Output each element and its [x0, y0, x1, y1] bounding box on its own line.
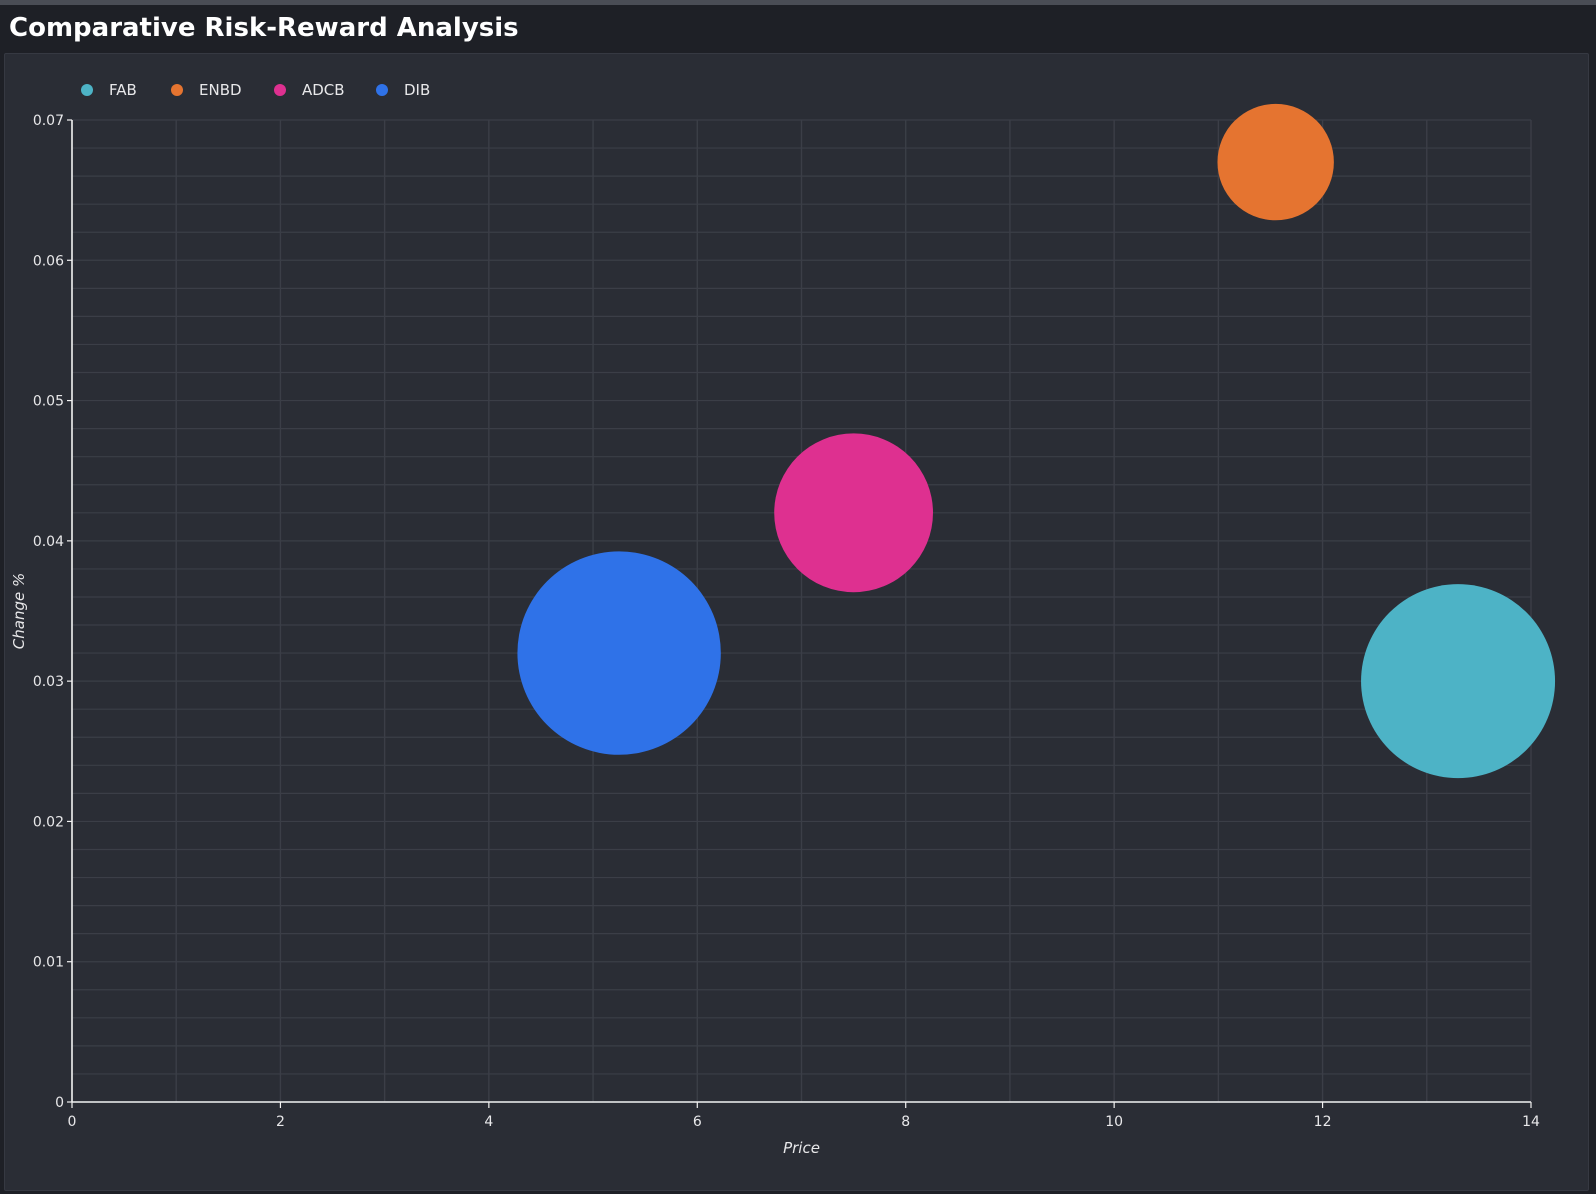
- bubble-adcb[interactable]: [774, 433, 934, 593]
- x-axis-title: Price: [783, 1139, 820, 1157]
- bubble-fab[interactable]: [1361, 584, 1556, 779]
- y-tick-label: 0: [55, 1095, 64, 1111]
- legend: FAB ENBD ADCB DIB: [81, 81, 430, 99]
- legend-marker-fab: [81, 84, 93, 96]
- page-title: Comparative Risk-Reward Analysis: [9, 13, 519, 43]
- x-tick-label: 8: [901, 1114, 910, 1130]
- axes: 0 2 4 6 8 10 12 14 0 0.01 0.02 0.03 0.04 0.05 0.06 0.07: [33, 113, 1540, 1130]
- y-tick-label: 0.04: [33, 534, 64, 550]
- grid: [71, 119, 1532, 1103]
- y-tick-label: 0.03: [33, 674, 64, 690]
- bubble-dib[interactable]: [517, 551, 721, 755]
- window-top-bar: [0, 0, 1596, 5]
- legend-label-fab[interactable]: FAB: [109, 81, 137, 99]
- chart-panel: 0 2 4 6 8 10 12 14 0 0.01 0.02 0.03 0.04 0.05 0.06 0.07…: [4, 53, 1589, 1191]
- bubble-enbd[interactable]: [1217, 103, 1334, 221]
- y-tick-label: 0.01: [33, 955, 64, 971]
- x-tick-label: 10: [1105, 1114, 1123, 1130]
- x-tick-label: 12: [1314, 1114, 1332, 1130]
- bubble-chart: 0 2 4 6 8 10 12 14 0 0.01 0.02 0.03 0.04 0.05 0.06 0.07…: [10, 81, 1556, 1157]
- y-tick-label: 0.07: [33, 113, 64, 129]
- y-tick-label: 0.06: [33, 253, 64, 269]
- legend-label-dib[interactable]: DIB: [404, 81, 430, 99]
- x-tick-label: 6: [693, 1114, 702, 1130]
- legend-marker-dib: [376, 84, 388, 96]
- bubbles: [517, 103, 1556, 779]
- legend-marker-adcb: [274, 84, 286, 96]
- legend-label-adcb[interactable]: ADCB: [302, 81, 345, 99]
- legend-label-enbd[interactable]: ENBD: [199, 81, 242, 99]
- x-tick-label: 2: [276, 1114, 285, 1130]
- x-tick-label: 4: [484, 1114, 493, 1130]
- legend-marker-enbd: [171, 84, 183, 96]
- y-tick-label: 0.05: [33, 394, 64, 410]
- x-tick-label: 0: [68, 1114, 77, 1130]
- y-tick-label: 0.02: [33, 814, 64, 830]
- x-tick-label: 14: [1522, 1114, 1540, 1130]
- y-axis-title: Change %: [10, 573, 28, 649]
